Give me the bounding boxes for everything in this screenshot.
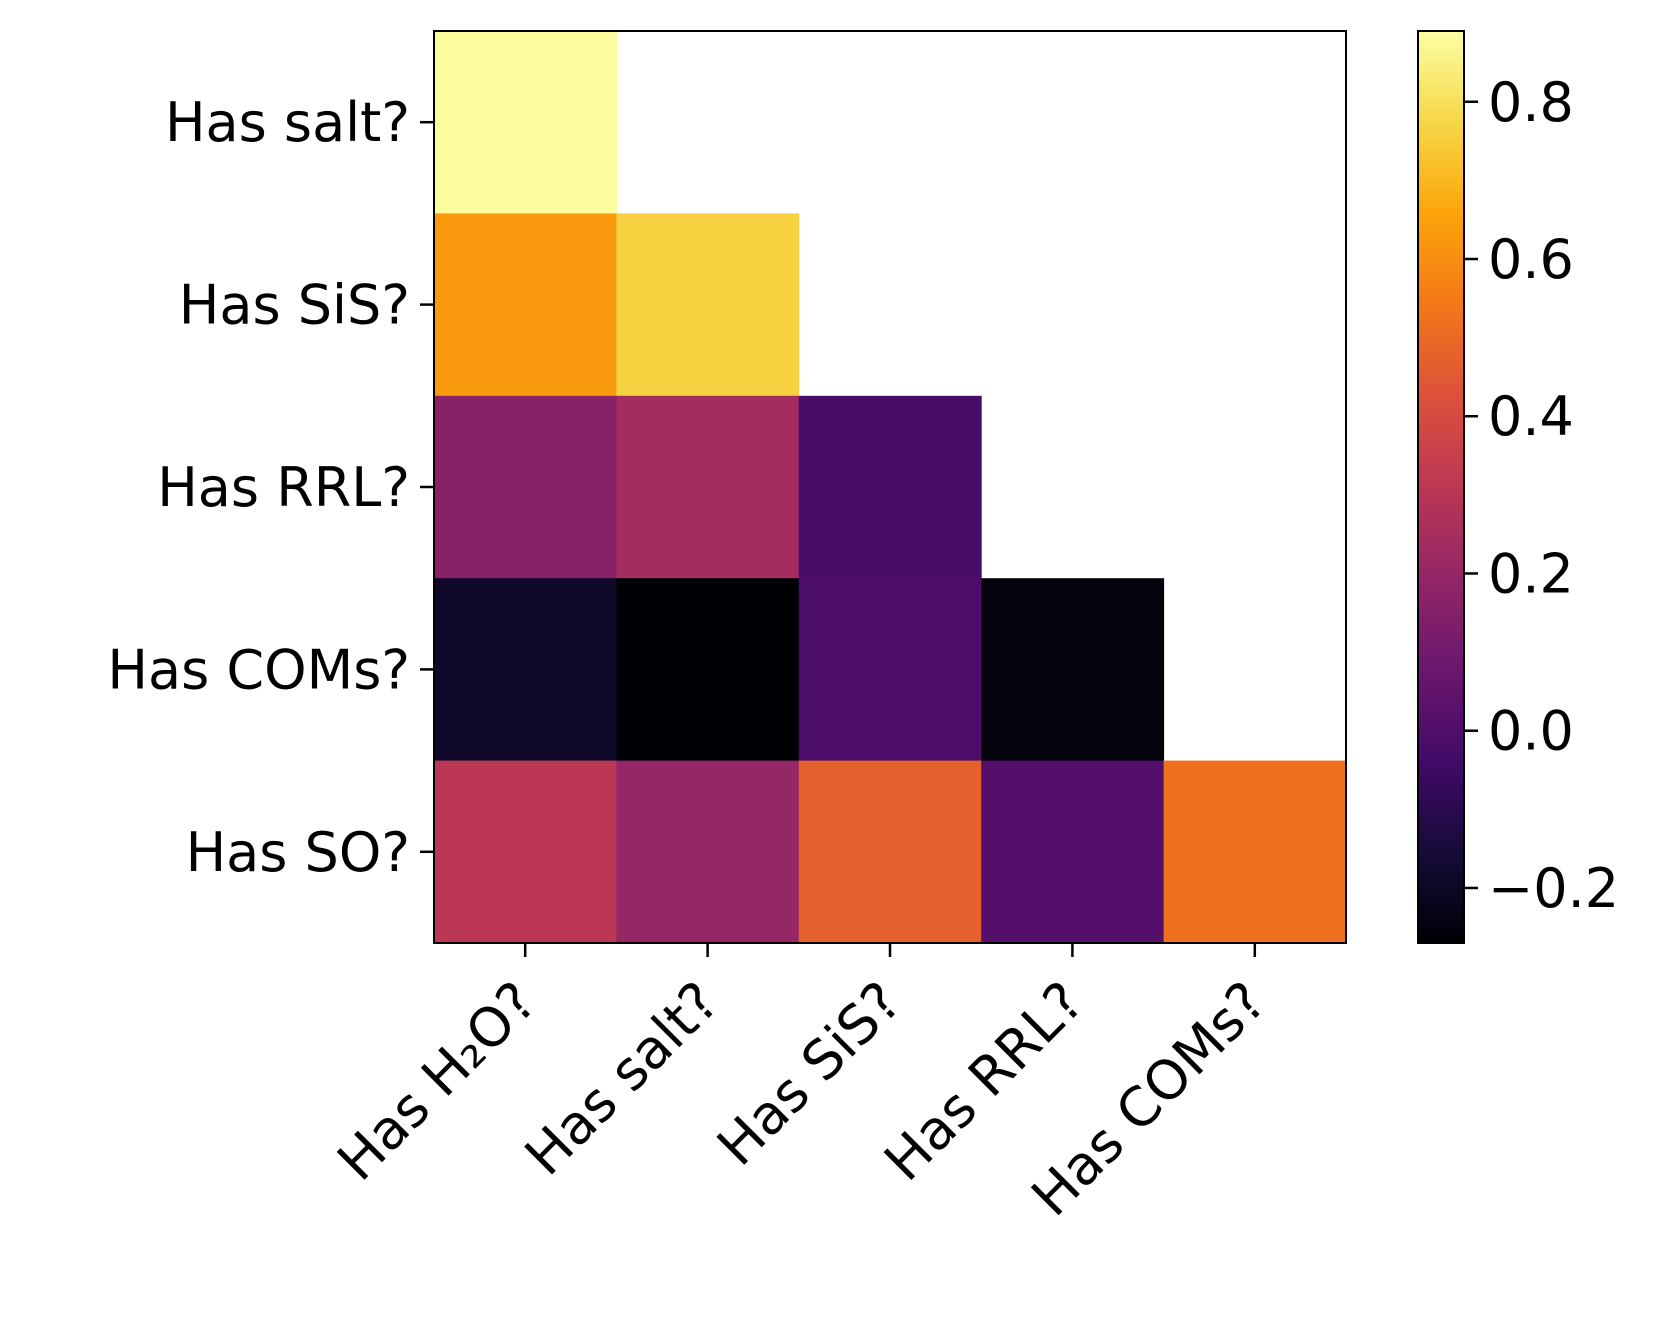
colorbar-tick-label: −0.2 bbox=[1488, 857, 1619, 920]
heatmap-cell bbox=[616, 578, 800, 762]
x-tick-label: Has salt? bbox=[513, 970, 731, 1188]
heatmap-cell bbox=[616, 213, 800, 397]
colorbar-frame bbox=[1417, 30, 1465, 944]
colorbar-axis: −0.2 0.0 0.2 0.4 0.6 0.8 bbox=[1464, 71, 1619, 920]
heatmap-cell bbox=[434, 578, 617, 762]
heatmap-cell bbox=[981, 578, 1165, 762]
y-tick-label: Has SO? bbox=[186, 821, 410, 884]
heatmap-cells bbox=[434, 31, 1347, 944]
heatmap-cell bbox=[434, 31, 617, 214]
heatmap-cell bbox=[434, 760, 617, 944]
colorbar-tick-label: 0.2 bbox=[1488, 542, 1574, 605]
colorbar bbox=[1418, 31, 1464, 943]
heatmap-cell bbox=[434, 213, 617, 397]
colorbar-tick-label: 0.0 bbox=[1488, 700, 1574, 763]
y-tick-label: Has salt? bbox=[165, 91, 410, 154]
heatmap-cell bbox=[434, 395, 617, 579]
colorbar-tick-label: 0.4 bbox=[1488, 385, 1574, 448]
heatmap-cell bbox=[798, 760, 982, 944]
x-axis: Has H₂O?Has salt?Has SiS?Has RRL?Has COM… bbox=[325, 943, 1278, 1228]
colorbar-tick-label: 0.6 bbox=[1488, 228, 1574, 291]
y-tick-label: Has SiS? bbox=[179, 274, 410, 337]
heatmap-cell bbox=[798, 578, 982, 762]
heatmap-cell bbox=[1163, 760, 1347, 944]
colorbar-tick-label: 0.8 bbox=[1488, 71, 1574, 134]
heatmap-cell bbox=[798, 395, 982, 579]
y-tick-label: Has COMs? bbox=[107, 638, 410, 701]
heatmap-cell bbox=[981, 760, 1165, 944]
y-axis: Has salt? Has SiS? Has RRL? Has COMs? Has SO… bbox=[107, 91, 434, 884]
heatmap-cell bbox=[616, 395, 800, 579]
y-tick-label: Has RRL? bbox=[157, 456, 410, 519]
heatmap-cell bbox=[616, 760, 800, 944]
x-tick-label: Has H₂O? bbox=[325, 970, 548, 1193]
